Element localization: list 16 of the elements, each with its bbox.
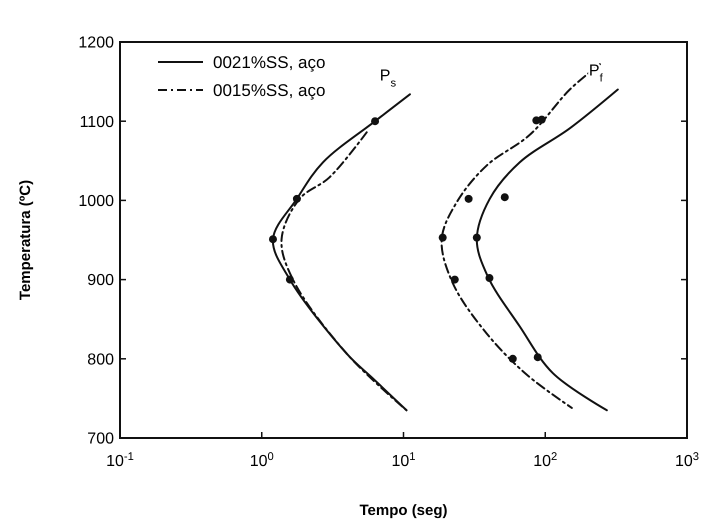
x-tick-label: 10$^{2}$ xyxy=(533,451,558,470)
annotation: P$_{s}$ xyxy=(380,67,396,90)
y-tick-label: 1000 xyxy=(78,193,114,210)
y-axis-title: Temperatura (ºC) xyxy=(17,180,34,300)
y-tick-label: 1100 xyxy=(80,114,114,131)
y-tick-label: 700 xyxy=(87,430,114,448)
x-tick-label: 10$^{1}$ xyxy=(391,451,416,470)
y-tick-label: 800 xyxy=(87,351,114,368)
x-axis-title: Tempo (seg) xyxy=(359,502,448,519)
y-tick-label: 1200 xyxy=(78,34,114,52)
y-tick-label: 900 xyxy=(87,272,114,290)
x-tick-label: 10$^{-1}$ xyxy=(106,451,134,470)
x-tick-label: 10$^{0}$ xyxy=(250,451,274,470)
legend-label: 0021%SS, aço xyxy=(213,52,326,72)
x-tick-label: 10$^{3}$ xyxy=(674,451,700,470)
legend-label: 0015%SS, aço xyxy=(213,80,326,100)
